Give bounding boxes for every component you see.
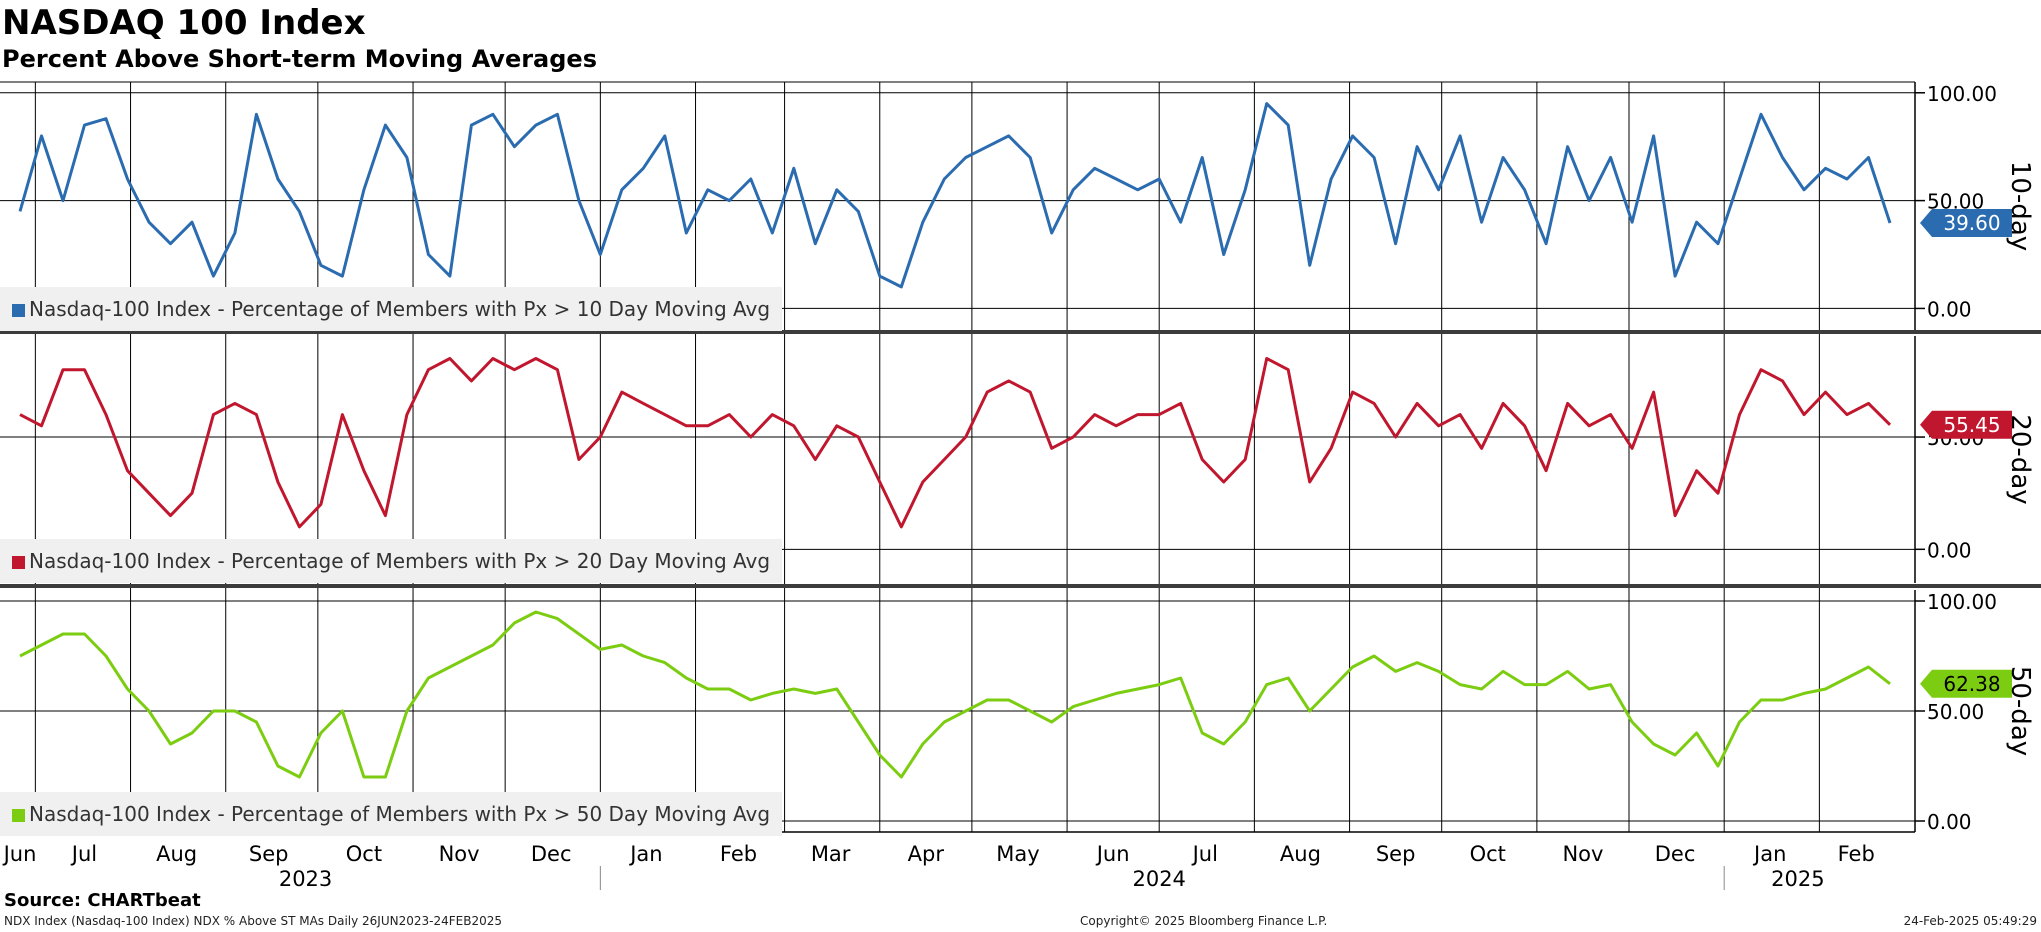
x-month-label-5: Nov: [439, 842, 480, 866]
timestamp: 24-Feb-2025 05:49:29: [1903, 914, 2037, 928]
panel-ma10-tick-label-2: 0.00: [1927, 297, 1972, 321]
last-value-tag-ma20: [1920, 410, 2012, 439]
x-month-label-13: Jul: [1191, 842, 1218, 866]
plot-area: [0, 82, 1915, 832]
chart-axes: 100.0050.000.0039.6010-day50.000.0055.45…: [0, 81, 2041, 891]
x-month-label-16: Oct: [1470, 842, 1506, 866]
panel-ma50-tick-label-2: 0.00: [1927, 810, 1972, 834]
x-month-label-10: Apr: [908, 842, 945, 866]
last-value-tag-ma10: [1920, 209, 2012, 238]
legend-text-10-day: Nasdaq-100 Index - Percentage of Members…: [29, 297, 771, 321]
series-line-ma50: [19, 610, 1891, 779]
x-year-label-1: 2024: [1132, 867, 1185, 891]
x-month-label-19: Jan: [1752, 842, 1786, 866]
series-info: NDX Index (Nasdaq-100 Index) NDX % Above…: [4, 914, 502, 928]
x-month-label-2: Aug: [156, 842, 197, 866]
last-value-label-ma50: 62.38: [1943, 672, 2000, 696]
chart-series: [18, 102, 1892, 779]
panel-ma20-tick-label-1: 0.00: [1927, 538, 1972, 562]
legend-swatch-20-day: [12, 556, 25, 569]
x-month-label-12: Jun: [1095, 842, 1130, 866]
x-month-label-9: Mar: [811, 842, 851, 866]
x-month-label-7: Jan: [628, 842, 662, 866]
legend-10-day: Nasdaq-100 Index - Percentage of Members…: [0, 287, 783, 331]
x-month-label-4: Oct: [346, 842, 382, 866]
axis-title-ma20: 20-day: [2005, 414, 2035, 504]
last-value-label-ma10: 39.60: [1943, 211, 2000, 235]
legend-text-20-day: Nasdaq-100 Index - Percentage of Members…: [29, 549, 771, 573]
chart-background: [0, 82, 1915, 832]
x-month-label-11: May: [996, 842, 1039, 866]
x-month-label-17: Nov: [1562, 842, 1603, 866]
legend-text-50-day: Nasdaq-100 Index - Percentage of Members…: [29, 802, 771, 826]
panel-separator-1: [0, 584, 2041, 588]
panel-ma10-tick-label-0: 100.00: [1927, 82, 1997, 106]
series-line-ma20: [19, 357, 1892, 529]
source-label: Source: CHARTbeat: [4, 890, 201, 911]
chart-title: NASDAQ 100 Index: [2, 3, 366, 43]
x-month-label-6: Dec: [531, 842, 572, 866]
last-value-tag-ma50: [1920, 669, 2012, 698]
axis-title-ma10: 10-day: [2005, 161, 2035, 251]
copyright: Copyright© 2025 Bloomberg Finance L.P.: [1080, 914, 1328, 928]
x-month-label-1: Jul: [70, 842, 97, 866]
chart-subtitle: Percent Above Short-term Moving Averages: [2, 45, 597, 73]
last-value-label-ma20: 55.45: [1943, 413, 2000, 437]
panel-separator-0: [0, 330, 2041, 334]
legend-swatch-50-day: [12, 809, 25, 822]
x-month-label-15: Sep: [1376, 842, 1416, 866]
panel-ma50-tick-label-1: 50.00: [1927, 700, 1984, 724]
legend-50-day: Nasdaq-100 Index - Percentage of Members…: [0, 792, 783, 836]
x-month-label-0: Jun: [2, 842, 37, 866]
x-month-label-14: Aug: [1280, 842, 1321, 866]
x-month-label-3: Sep: [249, 842, 289, 866]
legend-20-day: Nasdaq-100 Index - Percentage of Members…: [0, 539, 783, 583]
legend-swatch-10-day: [12, 304, 25, 317]
x-year-label-2: 2025: [1771, 867, 1824, 891]
series-line-ma10: [18, 102, 1892, 289]
panel-ma50-tick-label-0: 100.00: [1927, 590, 1997, 614]
x-month-label-20: Feb: [1838, 842, 1875, 866]
x-month-label-18: Dec: [1655, 842, 1696, 866]
x-year-label-0: 2023: [279, 867, 332, 891]
axis-title-ma50: 50-day: [2005, 666, 2035, 756]
x-month-label-8: Feb: [720, 842, 757, 866]
